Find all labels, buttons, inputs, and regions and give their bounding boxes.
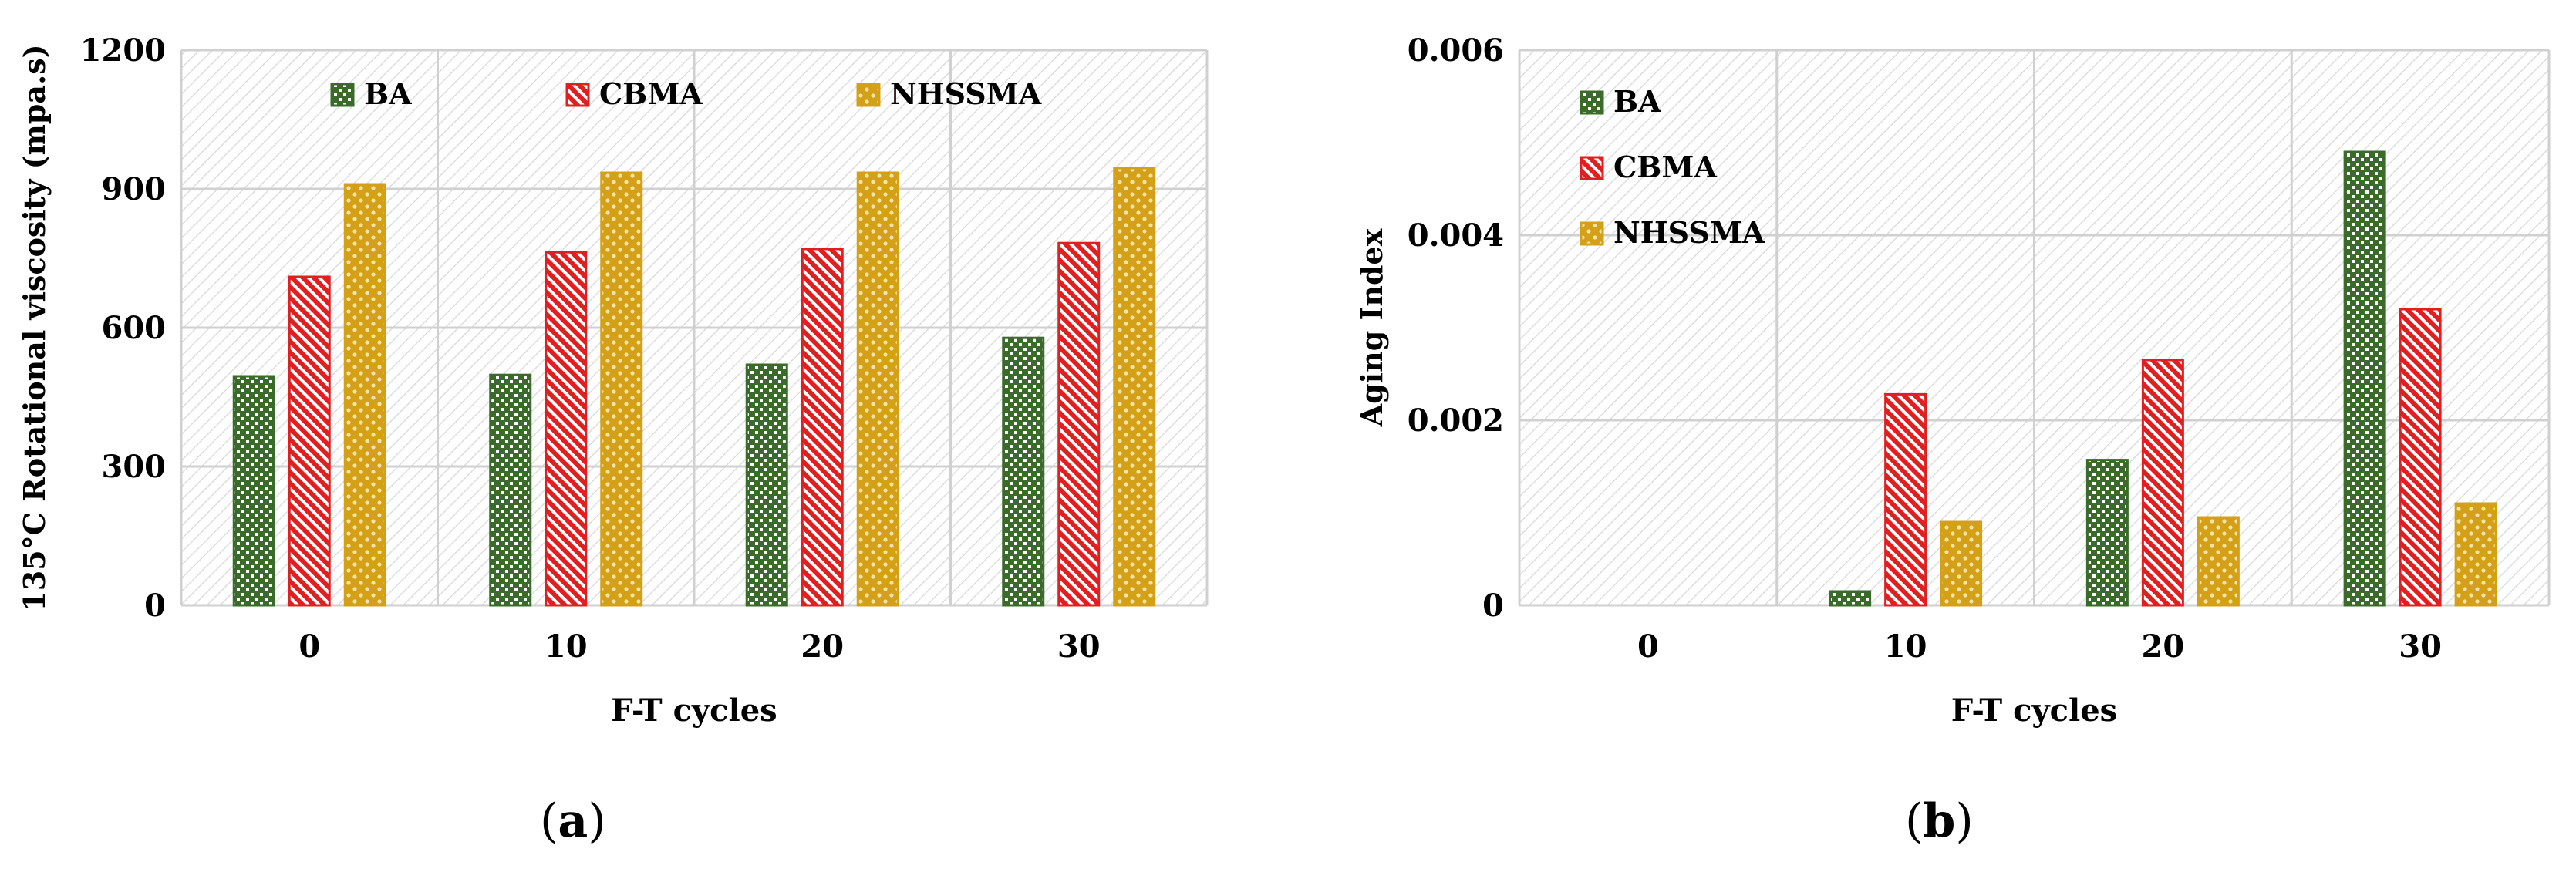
bar-ba: [232, 375, 275, 607]
x-axis-title: F-T cycles: [611, 692, 777, 729]
legend-label-ba: BA: [1613, 84, 1661, 119]
legend-label-cbma: CBMA: [599, 76, 703, 111]
y-tick-label: 0: [144, 588, 166, 624]
y-tick-label: 0.004: [1408, 217, 1504, 254]
bar-nhssma: [1940, 520, 1983, 607]
bar-cbma: [288, 275, 331, 607]
y-tick-label: 600: [102, 310, 167, 346]
bar-ba: [2343, 150, 2386, 607]
legend-swatch-nhssma: [1580, 221, 1604, 246]
legend-swatch-nhssma: [856, 83, 881, 107]
legend-swatch-ba: [1580, 90, 1604, 115]
x-axis-title: F-T cycles: [1951, 692, 2117, 729]
y-tick-label: 0.002: [1408, 402, 1504, 439]
y-tick-label: 0: [1482, 588, 1504, 624]
legend-label-ba: BA: [364, 76, 412, 111]
legend-swatch-ba: [330, 83, 355, 107]
bar-cbma: [2399, 308, 2442, 607]
y-tick-label: 1200: [80, 32, 166, 69]
y-tick-label: 300: [102, 449, 167, 485]
bar-ba: [1002, 336, 1045, 607]
y-axis-title: 135°C Rotational viscosity (mpa.s): [17, 44, 52, 611]
x-tick-label: 20: [2142, 628, 2185, 665]
legend-swatch-cbma: [565, 83, 590, 107]
bar-cbma: [1884, 392, 1927, 607]
bar-nhssma: [2454, 502, 2497, 607]
y-axis-title: Aging Index: [1354, 228, 1389, 427]
legend-swatch-cbma: [1580, 156, 1604, 180]
x-tick-label: 0: [298, 628, 320, 665]
bar-nhssma: [2197, 516, 2240, 607]
panel-label-a: (a): [540, 794, 606, 848]
bar-nhssma: [856, 171, 899, 607]
x-tick-label: 30: [1057, 628, 1101, 665]
bar-cbma: [801, 248, 844, 607]
bar-cbma: [1057, 241, 1101, 607]
legend-label-nhssma: NHSSMA: [890, 76, 1042, 111]
bar-ba: [489, 373, 532, 607]
bar-nhssma: [1113, 167, 1156, 607]
x-tick-label: 20: [801, 628, 844, 665]
x-tick-label: 0: [1637, 628, 1659, 665]
bar-nhssma: [343, 183, 386, 607]
chart-panel-b: 0 0.002 0.004 0.006 0 10 20 30 F-T cycles Aging I…: [1354, 32, 2551, 729]
legend-label-nhssma: NHSSMA: [1613, 215, 1765, 250]
x-tick-label: 10: [545, 628, 588, 665]
bar-ba: [2085, 459, 2129, 607]
x-tick-label: 30: [2399, 628, 2442, 665]
bar-ba: [745, 363, 788, 607]
chart-panel-a: 0 300 600 900 1200 0 10 20 30 F-T cycles 135°C Rot…: [17, 32, 1209, 729]
bar-ba: [1829, 590, 1872, 607]
y-tick-label: 0.006: [1408, 32, 1504, 69]
bar-nhssma: [600, 171, 643, 607]
bar-cbma: [2141, 359, 2184, 607]
y-tick-label: 900: [102, 171, 167, 207]
panel-label-b: (b): [1905, 794, 1974, 848]
bar-cbma: [545, 251, 588, 607]
legend-label-cbma: CBMA: [1613, 150, 1717, 184]
x-tick-label: 10: [1884, 628, 1927, 665]
